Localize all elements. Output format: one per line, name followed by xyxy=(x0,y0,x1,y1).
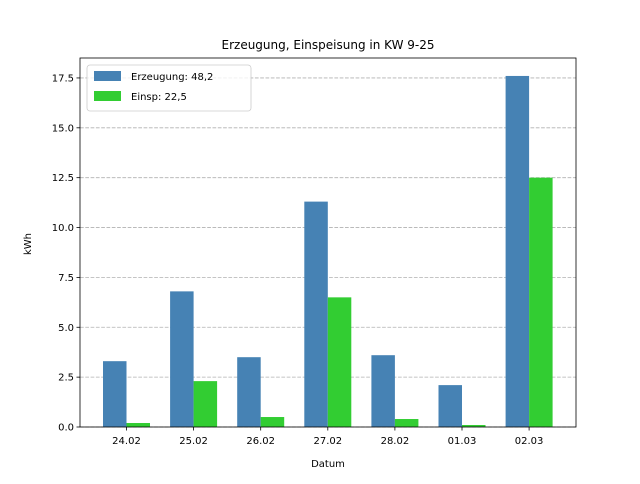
y-tick-label: 2.5 xyxy=(58,373,74,384)
axes-frame xyxy=(79,57,577,428)
y-tick-label: 17.5 xyxy=(52,73,74,84)
x-tick-label: 27.02 xyxy=(313,436,342,447)
plot-area: 0.0 2.5 5.0 7.5 10.0 12.5 15.0 17.5 24.02 25.02 26… xyxy=(52,57,577,447)
bar-einspeisung xyxy=(462,425,486,427)
y-tick-label: 15.0 xyxy=(52,123,74,134)
x-tick-label: 02.03 xyxy=(515,436,544,447)
bar-einspeisung xyxy=(126,423,150,427)
bar-erzeugung xyxy=(371,355,395,427)
legend-swatch xyxy=(94,91,121,101)
bar-erzeugung xyxy=(505,75,530,427)
bar-einspeisung xyxy=(260,417,285,427)
x-axis-label: Datum xyxy=(311,459,345,470)
legend-swatch xyxy=(94,71,121,81)
bar-erzeugung xyxy=(170,291,194,427)
bar-erzeugung xyxy=(103,361,127,427)
y-tick-label: 10.0 xyxy=(52,223,74,234)
bar-erzeugung xyxy=(438,385,462,427)
x-tick-label: 25.02 xyxy=(179,436,208,447)
bar-einspeisung xyxy=(529,177,553,427)
x-tick-label: 24.02 xyxy=(112,436,141,447)
y-tick-label: 7.5 xyxy=(58,273,74,284)
legend-box xyxy=(86,64,252,112)
y-axis-label: kWh xyxy=(23,233,34,255)
y-tick-label: 12.5 xyxy=(52,173,74,184)
legend: Erzeugung: 48,2 Einsp: 22,5 xyxy=(86,64,252,112)
bar-einspeisung xyxy=(193,381,218,427)
x-tick-label: 28.02 xyxy=(381,436,410,447)
bar-erzeugung xyxy=(304,201,328,427)
y-tick-label: 5.0 xyxy=(58,323,74,334)
x-tick-label: 26.02 xyxy=(246,436,275,447)
legend-label: Einsp: 22,5 xyxy=(131,92,187,103)
chart-title: Erzeugung, Einspeisung in KW 9-25 xyxy=(222,38,435,52)
x-tick-label: 01.03 xyxy=(448,436,477,447)
legend-label: Erzeugung: 48,2 xyxy=(131,72,213,83)
bar-erzeugung xyxy=(237,357,261,427)
bar-einspeisung xyxy=(394,419,419,427)
bar-einspeisung xyxy=(327,297,352,427)
y-tick-label: 0.0 xyxy=(58,423,74,434)
